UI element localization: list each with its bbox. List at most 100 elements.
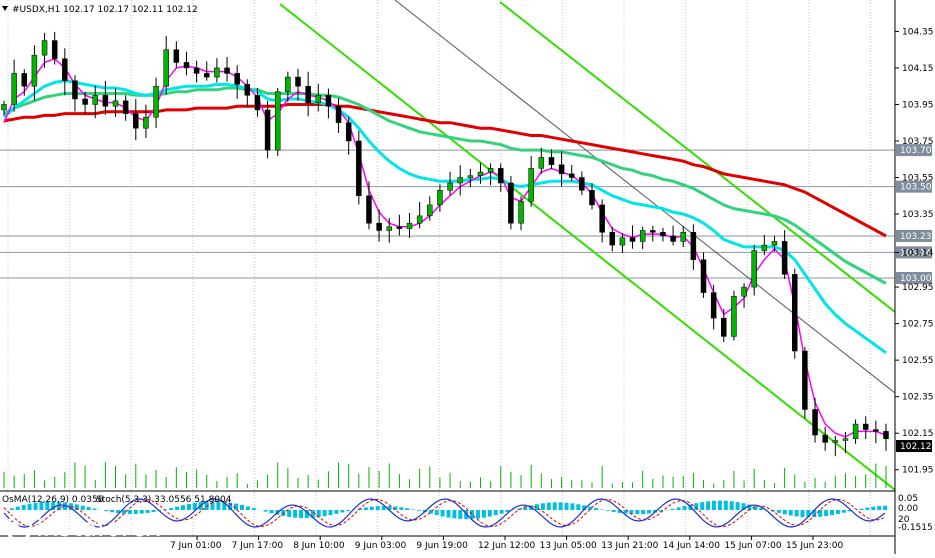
- osma-bar: [447, 510, 451, 518]
- candle-body: [529, 168, 534, 201]
- osma-bar: [10, 508, 14, 510]
- candle-body: [569, 174, 574, 178]
- candle-body: [833, 441, 838, 443]
- candle-body: [377, 223, 382, 230]
- x-tick-label: 7 Jun 17:00: [232, 541, 284, 551]
- candle-body: [133, 114, 138, 129]
- y-tick-label: 102.95: [902, 283, 934, 293]
- osma-bar: [724, 501, 728, 510]
- osma-bar: [441, 510, 445, 516]
- candle-body: [650, 230, 655, 232]
- osma-bar: [871, 507, 875, 510]
- osma-bar: [476, 510, 480, 519]
- candle-body: [204, 73, 209, 77]
- osma-bar: [641, 510, 645, 514]
- osma-bar: [612, 510, 616, 512]
- osma-bar: [677, 507, 681, 510]
- osma-bar: [152, 510, 156, 512]
- candle-body: [72, 81, 77, 99]
- x-tick-label: 15 Jun 07:00: [724, 541, 781, 551]
- candle-body: [539, 157, 544, 168]
- candle-body: [519, 201, 524, 223]
- candle-body: [711, 293, 716, 319]
- osma-bar: [683, 506, 687, 510]
- candle-body: [296, 77, 301, 86]
- y-tick-label: 103.95: [902, 100, 934, 110]
- candle-body: [802, 351, 807, 409]
- x-tick-label: 13 Jun 05:00: [540, 541, 597, 551]
- candle-body: [721, 318, 726, 336]
- y-tick-label: 102.55: [902, 356, 934, 366]
- osma-bar: [299, 510, 303, 518]
- candle-body: [154, 86, 159, 117]
- candle-body: [579, 178, 584, 191]
- osma-bar: [240, 505, 244, 510]
- indicator-tick-1: 0.00: [898, 504, 918, 514]
- osma-bar: [104, 510, 108, 511]
- candle-body: [843, 439, 848, 441]
- osma-bar: [246, 506, 250, 510]
- osma-bar: [110, 510, 114, 512]
- osma-bar: [293, 510, 297, 518]
- candle-body: [123, 101, 128, 114]
- candle-body: [265, 110, 270, 150]
- osma-bar: [606, 510, 610, 511]
- candle-body: [255, 95, 260, 110]
- candle-body: [873, 430, 878, 432]
- osma-bar: [287, 510, 291, 517]
- osma-bar: [865, 508, 869, 510]
- osma-bar: [842, 510, 846, 513]
- osma-bar: [635, 510, 639, 514]
- osma-bar: [252, 508, 256, 510]
- osma-bar: [718, 501, 722, 510]
- y-tick-label: 101.95: [902, 466, 934, 476]
- osma-bar: [565, 503, 569, 510]
- y-tick-label: 103.14: [902, 248, 934, 258]
- candle-body: [478, 172, 483, 176]
- symbol-header: #USDX,H1 102.17 102.17 102.11 102.12: [12, 5, 198, 15]
- chart-background: [0, 0, 895, 554]
- osma-bar: [370, 507, 374, 510]
- osma-bar: [22, 505, 26, 510]
- osma-bar: [340, 510, 344, 512]
- current-price-tag: 102.12: [896, 440, 932, 452]
- indicator-label-osma: OsMA(12,26,9) 0.0356: [2, 495, 104, 505]
- candle-body: [366, 196, 371, 223]
- candle-body: [387, 227, 392, 231]
- candle-body: [772, 241, 777, 245]
- osma-bar: [329, 510, 333, 515]
- candle-body: [782, 241, 787, 274]
- candle-body: [235, 73, 240, 84]
- candle-body: [559, 165, 564, 174]
- y-tick-label: 103.55: [902, 174, 934, 184]
- candle-body: [640, 230, 645, 241]
- candle-body: [214, 68, 219, 77]
- osma-bar: [700, 502, 704, 510]
- candle-body: [52, 41, 57, 59]
- osma-bar: [399, 507, 403, 510]
- candle-body: [671, 236, 676, 241]
- current-price-label: 102.12: [900, 442, 932, 452]
- y-tick-label: 102.15: [902, 429, 934, 439]
- candle-body: [448, 183, 453, 190]
- candle-body: [762, 245, 767, 250]
- candle-body: [306, 86, 311, 102]
- candle-body: [458, 178, 463, 183]
- candle-body: [275, 92, 280, 150]
- osma-bar: [270, 510, 274, 513]
- candle-body: [691, 232, 696, 259]
- candle-body: [2, 104, 7, 109]
- candle-body: [336, 106, 341, 122]
- candle-body: [853, 424, 858, 439]
- osma-bar: [452, 510, 456, 518]
- osma-bar: [16, 507, 20, 510]
- osma-bar: [405, 508, 409, 510]
- osma-bar: [600, 509, 604, 510]
- x-tick-label: 12 Jun 12:00: [478, 541, 535, 551]
- price-level-label: 103.70: [900, 146, 932, 156]
- osma-bar: [93, 509, 97, 510]
- x-tick-label: 13 Jun 21:00: [601, 541, 658, 551]
- indicator-label-stoch: Stoch(5,3,3) 33.0556 51.8004: [96, 495, 232, 505]
- osma-bar: [175, 507, 179, 510]
